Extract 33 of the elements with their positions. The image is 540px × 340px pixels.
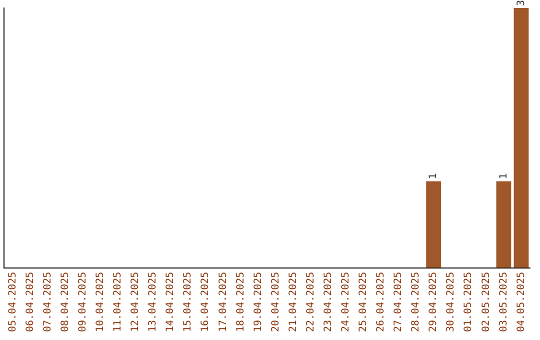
x-tick-label: 26.04.2025 (376, 272, 387, 332)
x-tick-label: 28.04.2025 (410, 272, 422, 332)
x-tick-label: 06.04.2025 (24, 272, 36, 332)
x-tick-label: 19.04.2025 (252, 272, 264, 332)
x-tick-label: 05.04.2025 (7, 272, 18, 332)
x-tick-label: 20.04.2025 (270, 272, 282, 332)
x-tick-label: 25.04.2025 (358, 272, 370, 332)
x-tick-label: 13.04.2025 (148, 272, 159, 332)
x-tick-label: 24.04.2025 (340, 272, 352, 332)
x-tick-label: 12.04.2025 (130, 272, 142, 332)
x-tick-label: 14.04.2025 (165, 272, 176, 332)
x-tick-label: 21.04.2025 (288, 272, 299, 332)
x-tick-label: 30.04.2025 (446, 272, 457, 332)
x-tick-label: 17.04.2025 (218, 272, 229, 332)
x-tick-label: 11.04.2025 (112, 272, 124, 332)
x-tick-label: 27.04.2025 (393, 272, 404, 332)
x-tick-label: 16.04.2025 (200, 272, 212, 332)
x-tick-label: 23.04.2025 (322, 272, 334, 332)
x-tick-label: 07.04.2025 (42, 272, 54, 332)
x-tick-label: 15.04.2025 (182, 272, 194, 332)
x-tick-label: 01.05.2025 (463, 272, 474, 332)
x-tick-label: 03.05.2025 (498, 272, 510, 332)
x-tick-label: 08.04.2025 (60, 272, 71, 332)
x-tick-label: 29.04.2025 (428, 272, 440, 332)
x-tick-label: 04.05.2025 (516, 272, 527, 332)
x-tick-label: 18.04.2025 (235, 272, 246, 332)
data-label: 3 (516, 0, 527, 6)
x-tick-label: 02.05.2025 (480, 272, 492, 332)
data-label: 1 (498, 173, 510, 180)
x-tick-label: 09.04.2025 (77, 272, 88, 332)
x-tick-label: 10.04.2025 (95, 272, 106, 332)
data-label: 1 (428, 173, 440, 180)
x-tick-label: 22.04.2025 (305, 272, 316, 332)
